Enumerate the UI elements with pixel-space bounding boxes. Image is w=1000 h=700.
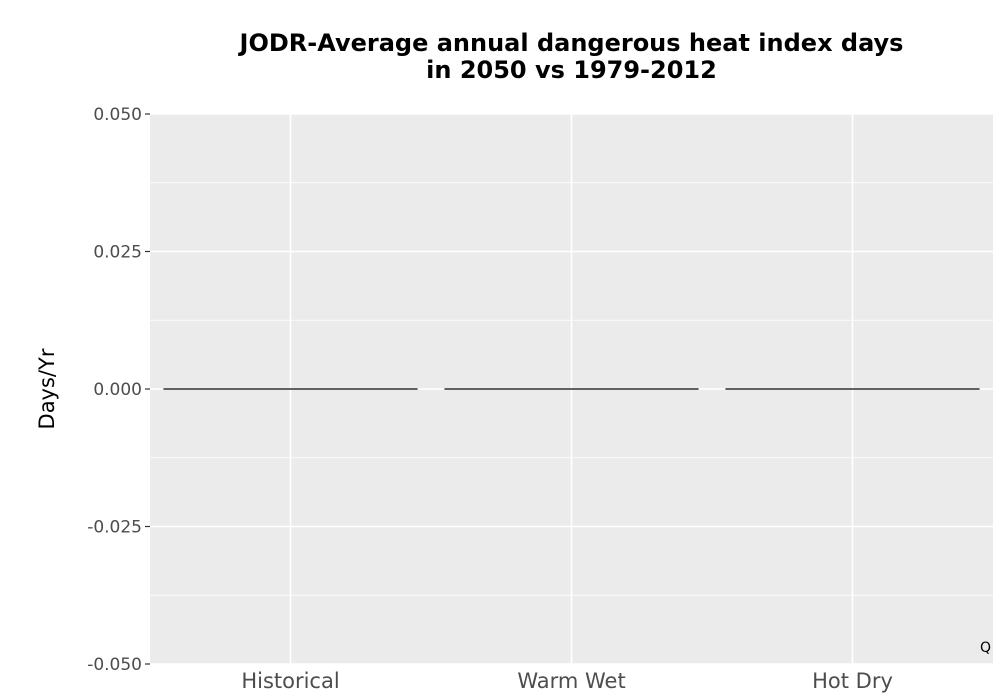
chart-title: JODR-Average annual dangerous heat index…	[150, 30, 993, 84]
y-axis: 0.050 0.025 0.000 -0.025 -0.050	[87, 105, 150, 675]
x-axis: Historical Warm Wet Hot Dry	[241, 669, 893, 693]
corner-mark: Q	[980, 640, 992, 656]
y-tick-label: 0.000	[93, 380, 142, 400]
y-tick-label: -0.025	[87, 518, 142, 538]
y-tick-label: 0.025	[93, 243, 142, 263]
y-tick-label: -0.050	[87, 655, 142, 675]
x-tick-label: Hot Dry	[812, 669, 893, 693]
x-tick-label: Historical	[241, 669, 339, 693]
chart-title-line-2: in 2050 vs 1979-2012	[426, 56, 717, 84]
major-gridlines	[150, 113, 993, 665]
x-tick-label: Warm Wet	[517, 669, 625, 693]
chart-title-line-1: JODR-Average annual dangerous heat index…	[239, 29, 904, 57]
y-tick-label: 0.050	[93, 105, 142, 125]
